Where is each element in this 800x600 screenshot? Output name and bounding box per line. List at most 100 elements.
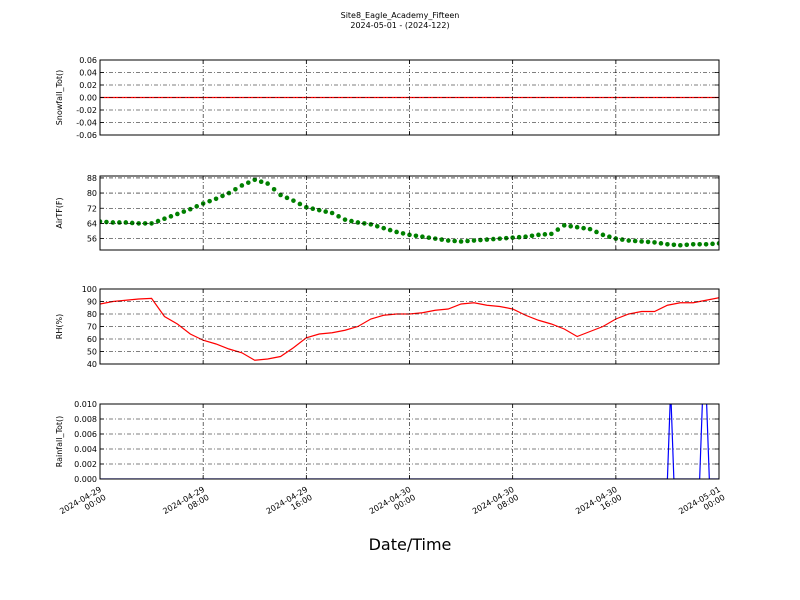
y-tick-label: 0.004	[74, 445, 97, 454]
y-axis-label: RH(%)	[55, 314, 64, 339]
point-fill	[632, 238, 638, 244]
point-fill	[619, 237, 625, 242]
point-fill	[129, 220, 135, 226]
y-tick-label: 0.00	[79, 94, 97, 103]
point	[665, 242, 670, 247]
point	[458, 239, 464, 244]
y-tick-label: -0.06	[76, 131, 97, 140]
point-fill	[658, 241, 664, 246]
point-fill	[607, 234, 612, 240]
y-tick-label: 0.008	[74, 415, 97, 424]
y-tick-label: -0.02	[76, 106, 97, 115]
point	[187, 206, 193, 212]
point	[162, 216, 167, 221]
point	[100, 219, 103, 224]
point-fill	[710, 241, 715, 247]
point	[678, 242, 683, 248]
y-tick-label: 64	[87, 219, 97, 228]
point-fill	[452, 238, 457, 244]
point	[394, 229, 399, 235]
point-fill	[117, 220, 122, 225]
y-tick-label: 0.04	[79, 69, 97, 78]
point	[420, 234, 425, 240]
point-fill	[555, 227, 561, 232]
y-axis-label: AirTF(F)	[55, 197, 64, 228]
point-fill	[503, 235, 509, 241]
y-tick-label: 0.002	[74, 460, 97, 469]
point-fill	[542, 232, 548, 237]
point-fill	[104, 219, 109, 225]
x-axis-label: Date/Time	[369, 535, 452, 554]
point-fill	[374, 223, 380, 229]
point-fill	[387, 227, 393, 233]
point	[329, 210, 335, 216]
point	[110, 220, 116, 225]
y-tick-label: 60	[87, 335, 97, 344]
point-fill	[258, 179, 264, 184]
axes-frame	[99, 403, 720, 480]
y-tick-label: 56	[87, 235, 97, 244]
point-fill	[194, 204, 200, 209]
point	[523, 234, 528, 240]
point-fill	[400, 231, 406, 236]
point-fill	[155, 218, 161, 224]
point	[291, 198, 296, 203]
title: Site8_Eagle_Academy_Fifteen	[341, 11, 460, 20]
point-fill	[594, 229, 599, 235]
y-tick-label: 0.006	[74, 430, 97, 439]
point-fill	[426, 235, 432, 240]
point-fill	[168, 214, 174, 219]
point-fill	[465, 238, 470, 244]
y-tick-label: 72	[87, 204, 97, 213]
point	[239, 183, 245, 188]
point	[445, 238, 451, 243]
y-tick-label: 80	[87, 189, 97, 198]
point-fill	[491, 236, 496, 242]
y-tick-label: 50	[87, 348, 97, 357]
point	[600, 232, 606, 238]
point	[407, 232, 412, 238]
y-tick-label: 70	[87, 323, 97, 332]
point-fill	[336, 214, 341, 219]
point	[690, 242, 696, 247]
y-tick-label: 88	[87, 174, 97, 183]
y-tick-label: 100	[82, 285, 97, 294]
point-fill	[568, 223, 573, 229]
y-tick-label: 0.06	[79, 56, 97, 65]
subtitle: 2024-05-01 - (2024-122)	[350, 21, 449, 30]
point	[265, 181, 270, 186]
point	[368, 222, 374, 227]
point	[561, 223, 567, 228]
point-fill	[697, 242, 702, 247]
y-tick-label: 40	[87, 360, 97, 369]
point-fill	[645, 239, 651, 245]
point-fill	[297, 201, 303, 207]
point	[587, 226, 593, 232]
y-tick-label: 0.02	[79, 81, 97, 90]
point-fill	[349, 218, 354, 224]
point-fill	[181, 209, 187, 214]
point-fill	[271, 186, 277, 192]
point	[574, 224, 580, 230]
y-tick-label: -0.04	[76, 119, 97, 128]
point	[175, 211, 180, 217]
point-fill	[671, 242, 677, 248]
point-fill	[413, 233, 419, 239]
point-fill	[323, 209, 328, 214]
point-fill	[529, 233, 535, 239]
point-fill	[233, 186, 238, 192]
point	[471, 238, 477, 243]
point-fill	[581, 225, 586, 231]
point	[381, 225, 387, 231]
y-tick-label: 0.000	[74, 475, 97, 484]
point	[252, 177, 258, 183]
point-fill	[310, 206, 316, 212]
y-axis-label: Snowfall_Tot()	[55, 70, 64, 126]
y-tick-label: 80	[87, 310, 97, 319]
point-fill	[439, 237, 445, 242]
point	[278, 192, 283, 198]
point-fill	[246, 180, 251, 185]
point	[213, 196, 219, 202]
point	[626, 238, 632, 243]
point	[484, 237, 490, 242]
